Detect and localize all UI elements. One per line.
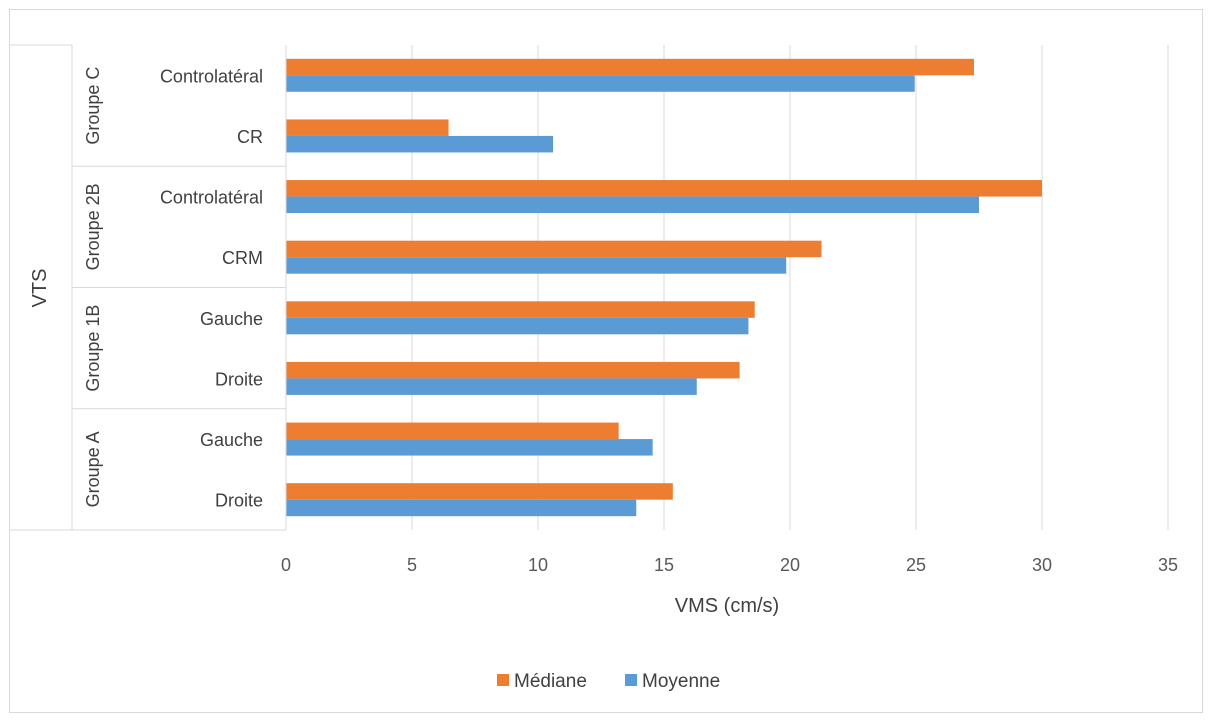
x-tick-label: 10 — [528, 555, 548, 575]
x-axis-ticks: 0 5 10 15 20 25 30 35 — [281, 555, 1178, 575]
category-label: Droite — [215, 491, 263, 511]
bar-mediane — [286, 58, 974, 76]
bar-mediane — [286, 361, 740, 379]
legend: Médiane Moyenne — [497, 671, 720, 692]
bar-moyenne — [286, 75, 915, 92]
group-label: Groupe A — [83, 431, 103, 507]
category-label: Controlatéral — [160, 66, 263, 86]
category-label: Gauche — [200, 309, 263, 329]
category-label: CR — [237, 127, 263, 147]
group-label: Groupe C — [83, 67, 103, 145]
legend-swatch — [497, 674, 509, 686]
x-tick-label: 15 — [654, 555, 674, 575]
bar-mediane — [286, 483, 673, 500]
bar-mediane — [286, 240, 822, 258]
x-tick-label: 20 — [780, 555, 800, 575]
bar-moyenne — [286, 499, 637, 517]
category-label: Controlatéral — [160, 188, 263, 208]
x-tick-label: 25 — [906, 555, 926, 575]
legend-swatch — [625, 674, 637, 686]
x-tick-label: 5 — [407, 555, 417, 575]
group-label: Groupe 1B — [83, 305, 103, 392]
bar-mediane — [286, 119, 449, 136]
bar-moyenne — [286, 196, 979, 214]
group-label: Groupe 2B — [83, 183, 103, 270]
bar-moyenne — [286, 317, 749, 335]
category-label: Droite — [215, 369, 263, 389]
x-tick-label: 35 — [1158, 555, 1178, 575]
category-labels: Droite Gauche Droite Gauche CRM Controlatéral… — [160, 66, 263, 510]
x-axis-title: VMS (cm/s) — [675, 595, 779, 617]
bar-moyenne — [286, 439, 653, 456]
x-tick-label: 0 — [281, 555, 291, 575]
bar-moyenne — [286, 378, 697, 395]
bar-mediane — [286, 422, 619, 440]
x-tick-label: 30 — [1032, 555, 1052, 575]
category-label: Gauche — [200, 430, 263, 450]
bar-moyenne — [286, 257, 787, 274]
bars — [286, 58, 1042, 517]
gridlines — [411, 45, 1169, 530]
bar-moyenne — [286, 135, 554, 153]
category-axis — [9, 44, 287, 531]
legend-label: Médiane — [514, 671, 587, 692]
category-label: CRM — [222, 248, 263, 268]
chart-frame — [9, 9, 1203, 713]
bar-mediane — [286, 301, 755, 318]
group-axis-title: VTS — [29, 269, 51, 308]
group-labels: Groupe A Groupe 1B Groupe 2B Groupe C — [83, 67, 103, 508]
bar-mediane — [286, 180, 1042, 197]
legend-label: Moyenne — [642, 671, 720, 692]
